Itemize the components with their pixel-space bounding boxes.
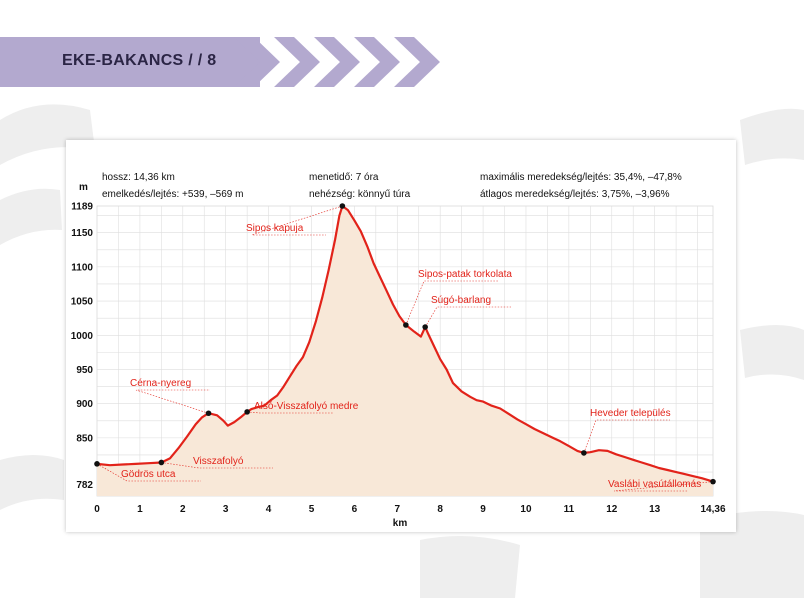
page-title: EKE-BAKANCS / / 8 xyxy=(62,52,217,69)
waypoint-leader xyxy=(251,205,343,236)
waypoint-marker xyxy=(244,409,250,415)
elevation-chart: hossz: 14,36 km emelkedés/lejtés: +539, … xyxy=(71,172,726,529)
waypoint-label: Visszafolyó xyxy=(193,456,244,467)
x-tick-label: 5 xyxy=(309,504,315,515)
x-tick-label: 14,36 xyxy=(700,504,725,515)
x-tick-label: 7 xyxy=(394,504,400,515)
x-axis-label: km xyxy=(393,518,408,529)
waypoint-leader xyxy=(424,306,511,328)
waypoint-marker xyxy=(158,459,165,466)
y-tick-label: 1000 xyxy=(71,331,94,342)
x-tick-label: 6 xyxy=(352,504,358,515)
profile-line xyxy=(96,204,714,483)
y-tick-label: 950 xyxy=(76,365,93,376)
profile-area xyxy=(97,206,713,496)
x-tick-label: 1 xyxy=(137,504,143,515)
x-ticks: 0 1 2 3 4 5 6 7 8 9 10 11 12 13 14,36 xyxy=(94,504,726,515)
y-tick-label: 1189 xyxy=(71,202,93,213)
waypoint-leader xyxy=(247,411,334,414)
x-tick-label: 8 xyxy=(437,504,443,515)
waypoint-marker xyxy=(710,478,716,485)
waypoint-marker xyxy=(403,322,409,328)
y-tick-label: 782 xyxy=(76,480,93,491)
waypoint-label: Sipos-patak torkolata xyxy=(418,269,512,280)
waypoint-label: Vaslábi vasútállomás xyxy=(608,479,701,490)
waypoint-marker xyxy=(422,324,428,330)
y-axis-label: m xyxy=(79,182,88,193)
waypoint-marker xyxy=(94,461,100,467)
x-tick-label: 11 xyxy=(564,504,575,515)
header-band xyxy=(0,37,260,87)
info-avg-grade: átlagos meredekség/lejtés: 3,75%, –3,96% xyxy=(480,189,670,200)
info-elevation: emelkedés/lejtés: +539, –569 m xyxy=(102,189,243,200)
x-tick-label: 9 xyxy=(480,504,486,515)
waypoint-label: Gödrös utca xyxy=(121,469,176,480)
y-ticks: 782 850 900 950 1000 1050 1100 1150 1189 xyxy=(71,202,94,491)
waypoint-label: Alsó-Visszafolyó medre xyxy=(254,401,359,412)
x-tick-label: 3 xyxy=(223,504,229,515)
elevation-profile-card: hossz: 14,36 km emelkedés/lejtés: +539, … xyxy=(66,140,736,532)
info-max-grade: maximális meredekség/lejtés: 35,4%, –47,… xyxy=(480,172,682,183)
info-time: menetidő: 7 óra xyxy=(309,172,379,183)
x-tick-label: 12 xyxy=(606,504,618,515)
waypoint-marker xyxy=(581,450,587,456)
waypoint-marker xyxy=(339,203,346,209)
info-difficulty: nehézség: könnyű túra xyxy=(309,189,411,200)
chart-info: hossz: 14,36 km emelkedés/lejtés: +539, … xyxy=(102,172,682,200)
info-length: hossz: 14,36 km xyxy=(102,172,175,183)
waypoint-leader xyxy=(583,419,670,454)
y-tick-label: 1150 xyxy=(71,228,93,239)
y-tick-label: 900 xyxy=(76,399,93,410)
x-tick-label: 2 xyxy=(180,504,186,515)
y-tick-label: 1050 xyxy=(71,297,94,308)
y-tick-label: 1100 xyxy=(71,262,93,273)
header-chevrons xyxy=(234,37,440,87)
waypoint-leader xyxy=(405,280,498,326)
waypoint-label: Heveder település xyxy=(590,408,671,419)
waypoint-label: Cérna-nyereg xyxy=(130,378,191,389)
waypoint-leader xyxy=(161,462,273,469)
waypoint-leader xyxy=(613,481,714,492)
x-tick-label: 13 xyxy=(649,504,661,515)
waypoint-marker xyxy=(205,410,212,417)
x-tick-label: 10 xyxy=(520,504,532,515)
waypoint-leader xyxy=(135,389,210,414)
y-tick-label: 850 xyxy=(76,433,93,444)
waypoint-label: Súgó-barlang xyxy=(431,295,491,306)
x-tick-label: 0 xyxy=(94,504,100,515)
x-tick-label: 4 xyxy=(266,504,272,515)
waypoints: Gödrös utca Visszafolyó Cérna-nyereg Alsó-V… xyxy=(94,203,716,492)
waypoint-label: Sipos kapuja xyxy=(246,223,304,234)
